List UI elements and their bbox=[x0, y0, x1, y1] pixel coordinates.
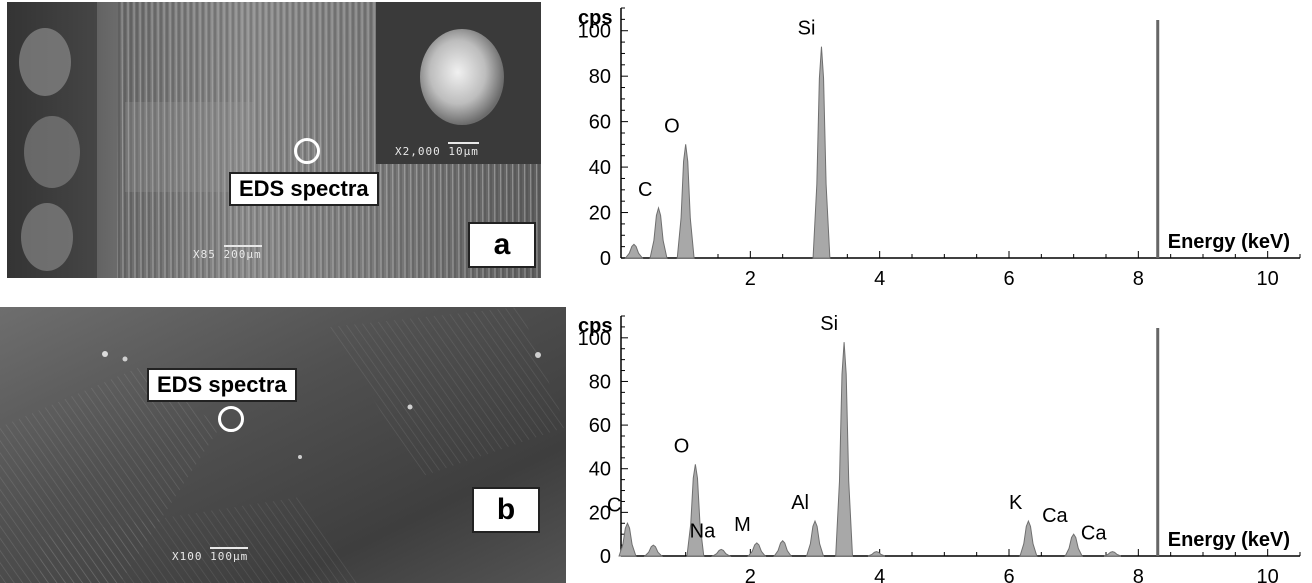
spectrum-peak bbox=[805, 519, 825, 557]
eds-point-marker-b bbox=[218, 406, 244, 432]
scale-bar-b: X100 100µm bbox=[172, 547, 249, 563]
x-tick-label: 6 bbox=[1003, 566, 1014, 583]
spectrum-peak bbox=[649, 206, 668, 259]
scale-bar-inset-a: X2,000 10µm bbox=[395, 142, 479, 158]
y-tick-label: 60 bbox=[589, 112, 611, 134]
peak-label: Ca bbox=[1081, 523, 1107, 545]
spectrum-peak bbox=[773, 539, 793, 557]
peak-label: K bbox=[1009, 492, 1023, 514]
panel-label-a: a bbox=[468, 222, 536, 268]
micrograph-b: EDS spectra b X100 100µm bbox=[0, 307, 566, 583]
spectrum-peak bbox=[643, 544, 663, 557]
peak-label: Ca bbox=[1042, 505, 1068, 527]
spectrum-peak bbox=[686, 464, 705, 557]
y-tick-label: 0 bbox=[600, 546, 611, 568]
scale-bar-a: X85 200µm bbox=[193, 245, 262, 261]
y-tick-label: 80 bbox=[589, 371, 611, 393]
spectrum-peak bbox=[624, 243, 644, 259]
micrograph-a: EDS spectra a X85 200µm X2,000 10µm bbox=[7, 2, 541, 278]
y-tick-label: 40 bbox=[589, 157, 611, 179]
eds-point-marker-a bbox=[294, 138, 320, 164]
x-tick-label: 6 bbox=[1003, 268, 1014, 290]
y-tick-label: 20 bbox=[589, 502, 611, 524]
spectrum-peak bbox=[1064, 533, 1083, 557]
inset-len-a: 10µm bbox=[448, 142, 479, 158]
spectrum-peak bbox=[1019, 519, 1038, 557]
y-tick-label: 100 bbox=[578, 21, 611, 43]
y-tick-label: 40 bbox=[589, 459, 611, 481]
y-tick-label: 60 bbox=[589, 415, 611, 437]
y-tick-label: 80 bbox=[589, 66, 611, 88]
x-tick-label: 4 bbox=[874, 566, 885, 583]
spectrum-peak bbox=[618, 522, 637, 557]
y-tick-label: 20 bbox=[589, 203, 611, 225]
x-tick-label: 2 bbox=[745, 268, 756, 290]
peak-label: Si bbox=[798, 18, 816, 40]
spectrum-peak bbox=[867, 551, 886, 557]
spectrum-peak bbox=[711, 548, 732, 557]
scale-mag-b: X100 bbox=[172, 550, 203, 563]
peak-label: C bbox=[607, 494, 621, 516]
spectrum-peak bbox=[1103, 551, 1122, 557]
y-tick-label: 0 bbox=[600, 248, 611, 270]
micrograph-b-image bbox=[0, 307, 566, 583]
peak-label: O bbox=[664, 115, 680, 137]
spectrum-peak bbox=[676, 144, 695, 259]
spectrum-peak bbox=[747, 542, 767, 557]
peak-label: Na bbox=[690, 520, 716, 542]
scale-len-a: 200µm bbox=[223, 245, 262, 261]
spectrum-peak bbox=[812, 46, 831, 259]
peak-label: M bbox=[734, 514, 751, 536]
micrograph-a-image bbox=[7, 2, 541, 278]
x-tick-label: 8 bbox=[1133, 268, 1144, 290]
x-tick-label: 4 bbox=[874, 268, 885, 290]
eds-spectrum-a: 0 20 40 60 80 100 2 4 6 8 10 cps C O Si Energy (keV) bbox=[578, 7, 1301, 290]
scale-mag-a: X85 bbox=[193, 248, 216, 261]
x-tick-label: 8 bbox=[1133, 566, 1144, 583]
peak-label: Si bbox=[820, 313, 838, 335]
x-tick-label: 10 bbox=[1257, 566, 1279, 583]
peak-label: O bbox=[674, 435, 690, 457]
scale-len-b: 100µm bbox=[210, 547, 249, 563]
x-axis-label: Energy (keV) bbox=[1168, 231, 1290, 253]
y-tick-label: 100 bbox=[578, 328, 611, 350]
peak-label: C bbox=[638, 179, 652, 201]
eds-spectra-label-a: EDS spectra bbox=[229, 172, 379, 206]
y-axis-label: cps bbox=[578, 315, 612, 337]
eds-spectra-label-b: EDS spectra bbox=[147, 368, 297, 402]
x-tick-label: 10 bbox=[1257, 268, 1279, 290]
inset-mag-a: X2,000 bbox=[395, 145, 441, 158]
x-tick-label: 2 bbox=[745, 566, 756, 583]
panel-label-b: b bbox=[472, 487, 540, 533]
spectrum-peak bbox=[835, 342, 854, 557]
peak-label: Al bbox=[791, 492, 809, 514]
eds-spectrum-b: 0 20 40 60 80 100 2 4 6 8 10 cps C O Na M Al Si K Ca Ca Energ… bbox=[578, 313, 1301, 583]
x-axis-label: Energy (keV) bbox=[1168, 529, 1290, 551]
y-axis-label: cps bbox=[578, 7, 612, 29]
